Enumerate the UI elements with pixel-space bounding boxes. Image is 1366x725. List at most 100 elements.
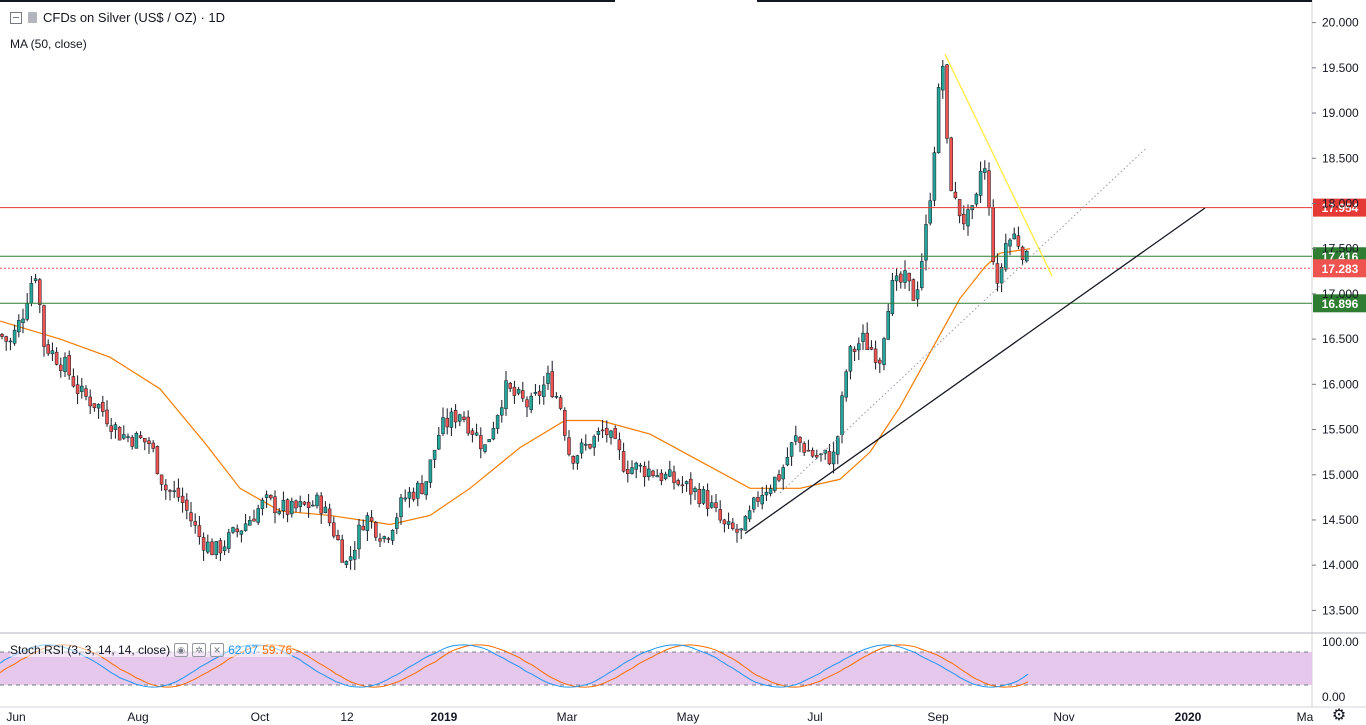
candle-body xyxy=(899,273,903,283)
candle-body xyxy=(453,410,458,423)
candle-body xyxy=(218,540,223,554)
price-level-tag xyxy=(1313,294,1366,313)
y-tick-label: 14.500 xyxy=(1322,513,1359,527)
stoch-k-value: 62.07 xyxy=(228,643,259,657)
candle-body xyxy=(96,404,101,409)
candle-body xyxy=(357,524,361,550)
candle-body xyxy=(605,427,609,436)
candle-body xyxy=(928,200,932,224)
candle-body xyxy=(592,436,596,448)
candle-body xyxy=(189,512,193,522)
candle-body xyxy=(945,64,949,139)
stoch-rsi-label: Stoch RSI (3, 3, 14, 14, close) xyxy=(10,643,171,657)
price-level-tag xyxy=(1313,198,1366,217)
y-tick-label: 20.000 xyxy=(1322,16,1359,30)
candle-body xyxy=(806,449,811,452)
ma-50-line xyxy=(0,248,1031,526)
stoch-rsi-legend[interactable]: Stoch RSI (3, 3, 14, 14, close) ◉ ✲ ✕ 62… xyxy=(10,643,293,657)
candle-body xyxy=(924,224,928,261)
price-level-label: 17.954 xyxy=(1322,201,1359,215)
candle-body xyxy=(239,530,244,535)
candle-body xyxy=(441,417,445,434)
candle-body xyxy=(613,427,617,439)
candle-body xyxy=(210,541,214,556)
candle-body xyxy=(483,444,487,452)
candle-body xyxy=(38,279,42,305)
candle-body xyxy=(710,502,714,508)
ma-legend[interactable]: MA (50, close) xyxy=(10,37,87,51)
candle-body xyxy=(260,499,265,509)
candle-body xyxy=(151,442,155,449)
candle-body xyxy=(67,355,71,376)
candle-body xyxy=(756,496,760,502)
x-tick-label: Sep xyxy=(927,710,949,724)
gear-icon[interactable]: ✲ xyxy=(192,643,207,657)
candle-body xyxy=(575,455,580,464)
candle-body xyxy=(302,501,307,505)
candle-body xyxy=(554,395,559,398)
candle-body xyxy=(315,494,319,507)
candle-body xyxy=(201,537,206,551)
candle-body xyxy=(785,457,790,466)
series-legend[interactable]: CFDs on Silver (US$ / OZ) · 1D xyxy=(10,10,225,25)
candle-body xyxy=(332,522,336,537)
candle-body xyxy=(563,409,567,436)
candle-body xyxy=(634,462,638,470)
moving-average-line xyxy=(0,248,1031,526)
settings-gear-icon[interactable]: ⚙ xyxy=(1331,707,1347,724)
candle-body xyxy=(512,386,517,396)
close-icon[interactable]: ✕ xyxy=(210,643,225,657)
candle-body xyxy=(458,414,462,422)
candle-body xyxy=(285,499,290,515)
candle-body xyxy=(680,484,685,487)
candle-body xyxy=(109,425,113,432)
candle-body xyxy=(50,350,55,355)
candle-body xyxy=(642,465,647,478)
y-tick-label: 19.500 xyxy=(1322,61,1359,75)
candle-body xyxy=(962,213,966,225)
candle-body xyxy=(273,496,277,514)
y-tick-label: 18.000 xyxy=(1322,196,1359,210)
candle-body xyxy=(344,560,349,565)
price-level-label: 16.896 xyxy=(1322,297,1359,311)
candle-body xyxy=(416,482,420,499)
candle-body xyxy=(378,538,382,542)
candle-body xyxy=(1016,235,1021,247)
candle-body xyxy=(491,428,496,440)
candle-body xyxy=(382,536,386,540)
candle-body xyxy=(588,444,592,449)
candle-body xyxy=(920,261,924,288)
candle-body xyxy=(974,193,979,205)
candle-body xyxy=(999,266,1004,284)
trendline-downtrend xyxy=(944,53,1053,277)
candle-body xyxy=(1012,233,1016,240)
stoch-k-line xyxy=(0,644,1029,688)
candle-body xyxy=(231,527,235,533)
candle-body xyxy=(319,495,323,514)
candle-body xyxy=(617,439,622,451)
minus-box-icon[interactable] xyxy=(10,11,22,24)
candle-body xyxy=(932,152,937,201)
candle-body xyxy=(798,436,802,443)
candle-body xyxy=(693,488,697,493)
candle-body xyxy=(542,384,546,397)
candle-body xyxy=(311,504,315,507)
x-tick-label: 12 xyxy=(340,710,354,724)
candle-body xyxy=(840,395,844,436)
candle-body xyxy=(558,397,563,409)
candle-body xyxy=(987,170,991,208)
candle-body xyxy=(697,489,701,504)
candle-body xyxy=(966,209,970,227)
eye-icon[interactable]: ◉ xyxy=(174,643,189,657)
candle-body xyxy=(735,528,739,533)
candle-body xyxy=(596,431,601,435)
candle-body xyxy=(365,515,370,531)
candle-body xyxy=(243,523,248,531)
candle-body xyxy=(395,517,399,529)
candle-body xyxy=(500,407,504,416)
candle-body xyxy=(764,491,769,496)
candle-body xyxy=(479,435,483,450)
trendlines[interactable] xyxy=(744,53,1206,535)
candle-body xyxy=(516,389,521,394)
